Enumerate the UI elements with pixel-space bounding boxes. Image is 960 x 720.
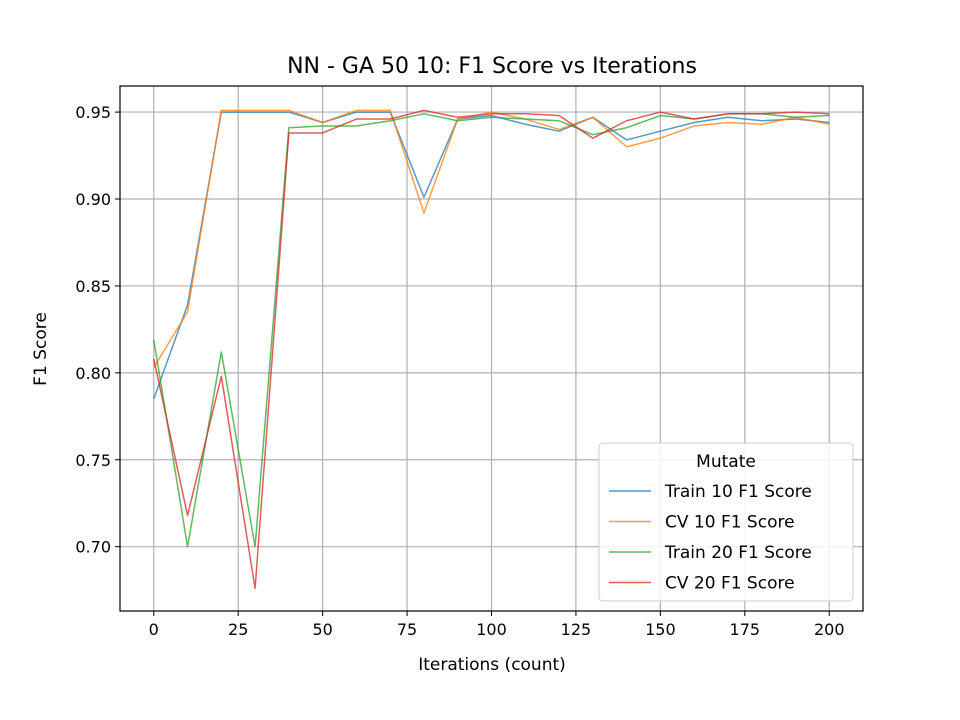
x-tick-label: 100 — [476, 620, 507, 639]
x-axis-title: Iterations (count) — [418, 655, 566, 675]
y-axis-title: F1 Score — [31, 312, 51, 386]
x-tick-label: 75 — [397, 620, 417, 639]
legend-label-4: CV 20 F1 Score — [665, 574, 795, 594]
legend-label-1: Train 10 F1 Score — [664, 482, 812, 502]
x-tick-label: 50 — [312, 620, 332, 639]
legend-items: Train 10 F1 Score CV 10 F1 Score Train 20 … — [609, 482, 812, 594]
legend-title: Mutate — [696, 452, 756, 472]
x-tick-label: 0 — [149, 620, 159, 639]
y-tick-label: 0.90 — [75, 190, 111, 209]
y-axis-ticks: 0.70 0.75 0.80 0.85 0.90 0.95 — [75, 103, 120, 557]
x-tick-label: 200 — [814, 620, 845, 639]
x-axis-ticks: 0 25 50 75 100 125 150 175 200 — [149, 611, 845, 639]
legend-label-3: Train 20 F1 Score — [664, 543, 812, 563]
legend-label-2: CV 10 F1 Score — [665, 513, 795, 533]
series-line-2 — [153, 109, 830, 369]
y-tick-label: 0.70 — [75, 538, 111, 557]
chart-title: NN - GA 50 10: F1 Score vs Iterations — [287, 54, 697, 79]
y-tick-label: 0.80 — [75, 364, 111, 383]
x-tick-label: 175 — [730, 620, 761, 639]
series-lines — [153, 109, 830, 590]
y-tick-label: 0.85 — [75, 277, 111, 296]
x-tick-label: 150 — [645, 620, 676, 639]
grid — [120, 86, 863, 611]
series-line-1 — [153, 111, 830, 400]
plot-frame — [119, 85, 864, 612]
series-line-4 — [153, 109, 830, 590]
x-tick-label: 25 — [228, 620, 248, 639]
y-tick-label: 0.95 — [75, 103, 111, 122]
x-tick-label: 125 — [561, 620, 592, 639]
y-tick-label: 0.75 — [75, 451, 111, 470]
legend-box — [598, 442, 854, 602]
